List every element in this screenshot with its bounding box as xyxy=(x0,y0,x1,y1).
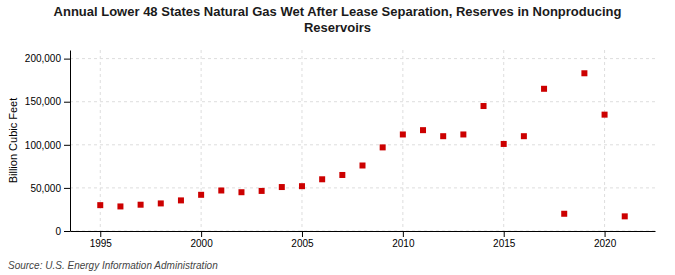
point xyxy=(238,189,244,195)
tick-label: 150,000 xyxy=(25,96,62,107)
source: Source: U.S. Energy Information Administ… xyxy=(8,260,218,271)
title-line: Annual Lower 48 States Natural Gas Wet A… xyxy=(54,4,622,19)
tick-label: 1995 xyxy=(90,238,113,249)
tick-label: 2005 xyxy=(291,238,314,249)
tick-label: 200,000 xyxy=(25,53,62,64)
point xyxy=(622,213,628,219)
point xyxy=(360,162,366,168)
tick-label: 100,000 xyxy=(25,140,62,151)
grid-line xyxy=(201,50,202,231)
tick-mark xyxy=(504,231,505,237)
grid-line xyxy=(70,58,655,59)
tick: 100,000 xyxy=(25,140,70,151)
tick: 200,000 xyxy=(25,53,70,64)
grid-line xyxy=(70,187,655,188)
tick-label: 2000 xyxy=(190,238,213,249)
axis-line xyxy=(70,51,71,232)
point xyxy=(440,133,446,139)
grid-line xyxy=(604,50,605,231)
grid-line xyxy=(402,50,403,231)
chart: 1995 2000 2005 2010 2015 2020 0 50,000 100,000 15… xyxy=(0,0,675,275)
point xyxy=(521,133,527,139)
x-axis: 1995 2000 2005 2010 2015 2020 xyxy=(71,231,656,249)
grid-line xyxy=(70,144,655,145)
point xyxy=(178,197,184,203)
point xyxy=(339,172,345,178)
point xyxy=(541,86,547,92)
tick: 2020 xyxy=(594,231,617,249)
tick-mark xyxy=(64,231,70,232)
tick: 2010 xyxy=(392,231,415,249)
grid-line xyxy=(70,231,655,232)
tick: 50,000 xyxy=(30,183,70,194)
tick: 2015 xyxy=(493,231,516,249)
point xyxy=(460,131,466,137)
point xyxy=(158,200,164,206)
point xyxy=(561,211,567,217)
point xyxy=(279,184,285,190)
grid xyxy=(70,50,655,231)
tick: 2000 xyxy=(190,231,213,249)
tick: 0 xyxy=(55,226,70,237)
point xyxy=(581,70,587,76)
points xyxy=(97,70,627,219)
tick-mark xyxy=(64,145,70,146)
tick-label: 50,000 xyxy=(30,183,61,194)
tick: 1995 xyxy=(90,231,113,249)
grid-line xyxy=(301,50,302,231)
point xyxy=(481,103,487,109)
axis-line xyxy=(71,231,656,232)
tick-mark xyxy=(403,231,404,237)
point xyxy=(218,187,224,193)
point xyxy=(602,112,608,118)
tick-mark xyxy=(64,59,70,60)
point xyxy=(138,202,144,208)
point xyxy=(198,192,204,198)
tick-mark xyxy=(201,231,202,237)
tick-label: 2020 xyxy=(594,238,617,249)
tick-label: 2015 xyxy=(493,238,516,249)
y-axis: 0 50,000 100,000 150,000 200,000 xyxy=(25,51,71,237)
point xyxy=(299,183,305,189)
grid-line xyxy=(70,101,655,102)
title: Annual Lower 48 States Natural Gas Wet A… xyxy=(54,4,622,35)
tick: 2005 xyxy=(291,231,314,249)
point xyxy=(420,127,426,133)
tick-label: 2010 xyxy=(392,238,415,249)
plot-area: 1995 2000 2005 2010 2015 2020 0 50,000 100,000 15… xyxy=(25,50,656,249)
point xyxy=(319,176,325,182)
tick-mark xyxy=(64,102,70,103)
point xyxy=(97,202,103,208)
tick: 150,000 xyxy=(25,96,70,107)
y-axis-title: Billion Cubic Feet xyxy=(7,98,19,184)
point xyxy=(259,188,265,194)
tick-mark xyxy=(605,231,606,237)
point xyxy=(117,203,123,209)
tick-mark xyxy=(100,231,101,237)
point xyxy=(380,144,386,150)
point xyxy=(400,131,406,137)
point xyxy=(501,141,507,147)
grid-line xyxy=(503,50,504,231)
title-line: Reservoirs xyxy=(304,20,371,35)
tick-mark xyxy=(64,188,70,189)
tick-mark xyxy=(302,231,303,237)
tick-label: 0 xyxy=(55,226,61,237)
